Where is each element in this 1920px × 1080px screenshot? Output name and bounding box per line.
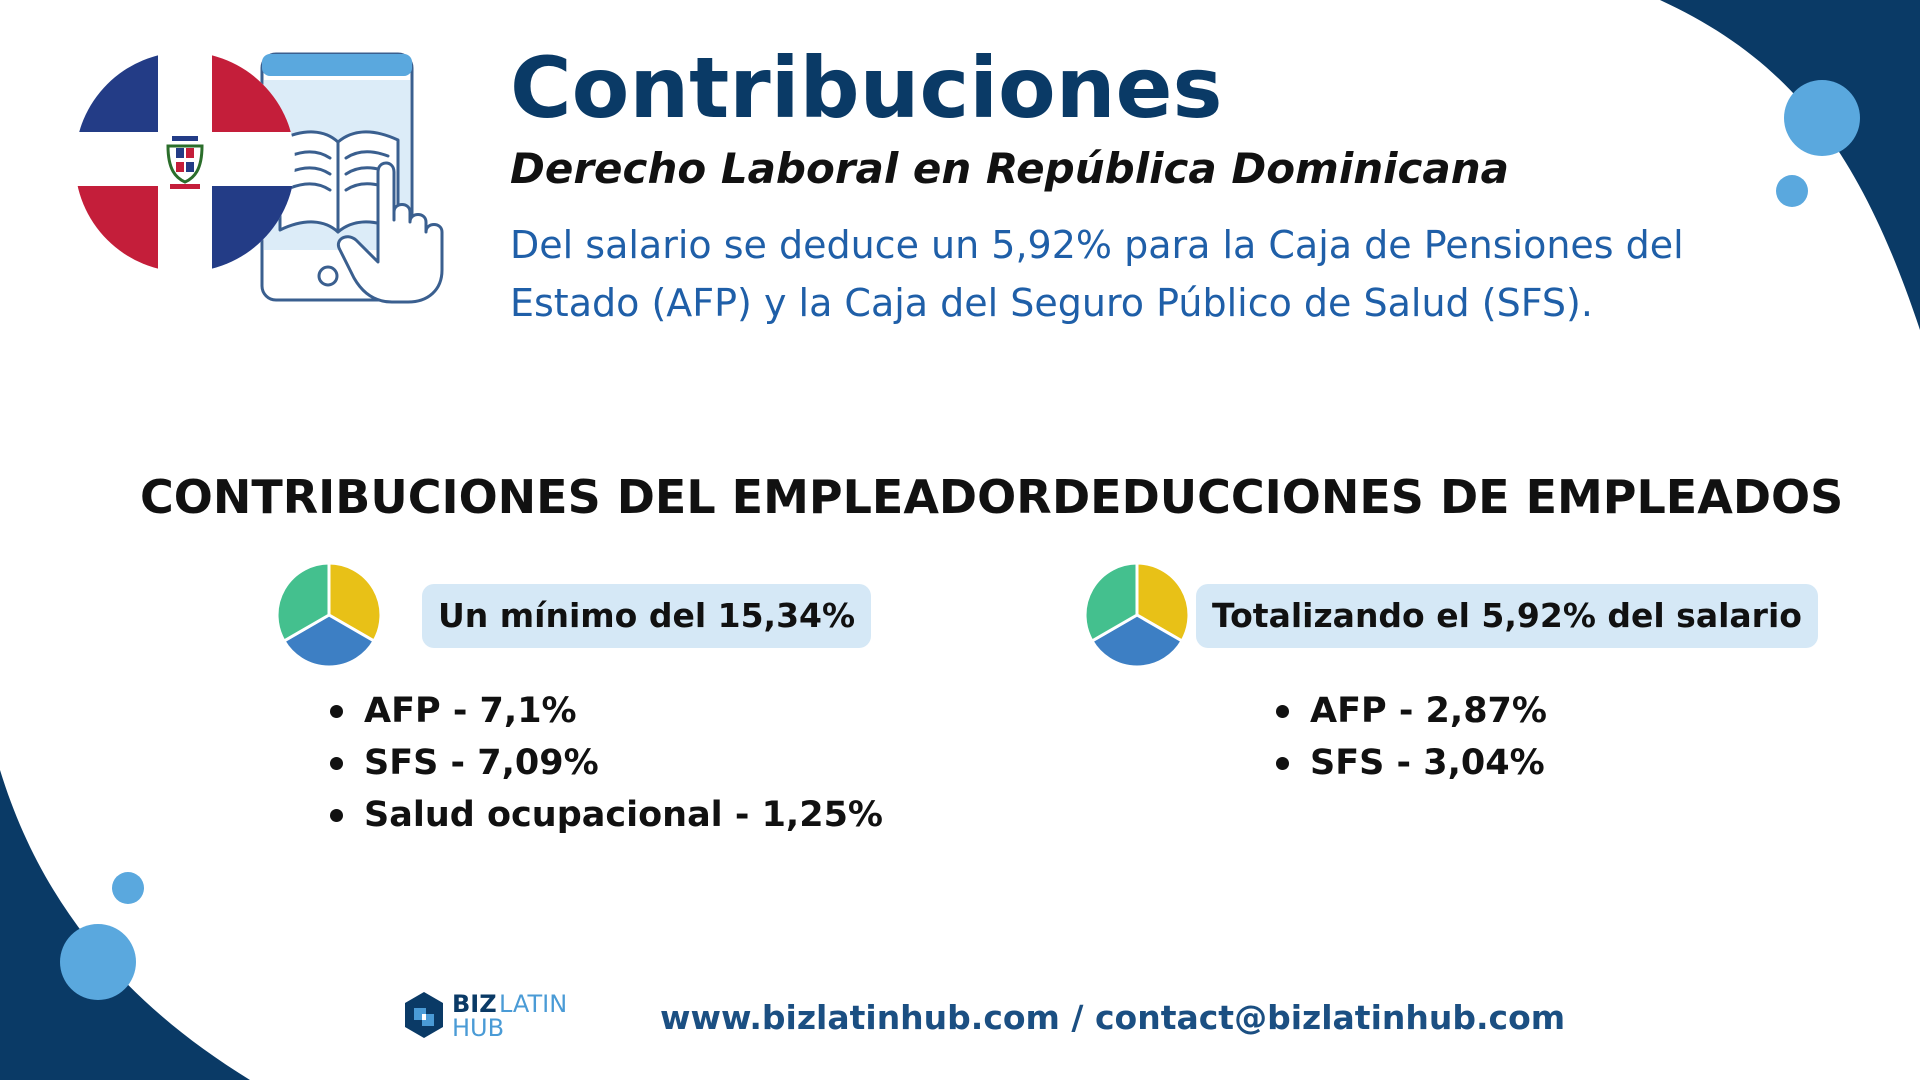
employees-summary-badge: Totalizando el 5,92% del salario (1196, 584, 1818, 648)
footer-contact-link[interactable]: www.bizlatinhub.com / contact@bizlatinhu… (660, 998, 1566, 1037)
list-item-text: AFP - 2,87% (1310, 691, 1547, 731)
employer-pie-icon (275, 561, 383, 669)
deco-circle-small-top (1776, 175, 1808, 207)
employees-pie-icon (1083, 561, 1191, 669)
page-description: Del salario se deduce un 5,92% para la C… (510, 223, 1684, 325)
logo-text-biz: BIZ (452, 990, 497, 1018)
page-subtitle: Derecho Laboral en República Dominicana (510, 144, 1509, 193)
bullet-icon (330, 757, 343, 770)
deco-circle-large-bottom (60, 924, 136, 1000)
bullet-icon (1276, 757, 1289, 770)
top-right-swoosh (1660, 0, 1920, 330)
bottom-left-swoosh (0, 770, 250, 1080)
employees-heading: DEDUCCIONES DE EMPLEADOS (1052, 470, 1844, 524)
coat-of-arms-icon (166, 136, 204, 189)
deco-circle-large-top (1784, 80, 1860, 156)
deco-circle-small-bottom (112, 872, 144, 904)
page-title: Contribuciones (510, 39, 1223, 137)
logo-text-latin: LATIN (499, 990, 568, 1018)
list-item: AFP - 2,87% (1272, 685, 1547, 737)
logo-hexagon-icon (405, 992, 443, 1038)
list-item-text: SFS - 3,04% (1310, 743, 1545, 783)
list-item: Salud ocupacional - 1,25% (326, 789, 883, 841)
list-item-text: Salud ocupacional - 1,25% (364, 795, 884, 835)
list-item: AFP - 7,1% (326, 685, 883, 737)
list-item: SFS - 7,09% (326, 737, 883, 789)
employees-item-list: AFP - 2,87% SFS - 3,04% (1272, 685, 1547, 789)
bullet-icon (330, 705, 343, 718)
list-item-text: AFP - 7,1% (364, 691, 577, 731)
bullet-icon (1276, 705, 1289, 718)
list-item-text: SFS - 7,09% (364, 743, 599, 783)
employer-item-list: AFP - 7,1% SFS - 7,09% Salud ocupacional… (326, 685, 883, 841)
bullet-icon (330, 809, 343, 822)
biz-latin-hub-logo[interactable]: BIZ LATIN HUB (402, 988, 572, 1044)
employer-summary-badge: Un mínimo del 15,34% (422, 584, 872, 648)
logo-text-hub: HUB (452, 1014, 505, 1042)
list-item: SFS - 3,04% (1272, 737, 1547, 789)
employer-heading: CONTRIBUCIONES DEL EMPLEADOR (140, 470, 1052, 524)
